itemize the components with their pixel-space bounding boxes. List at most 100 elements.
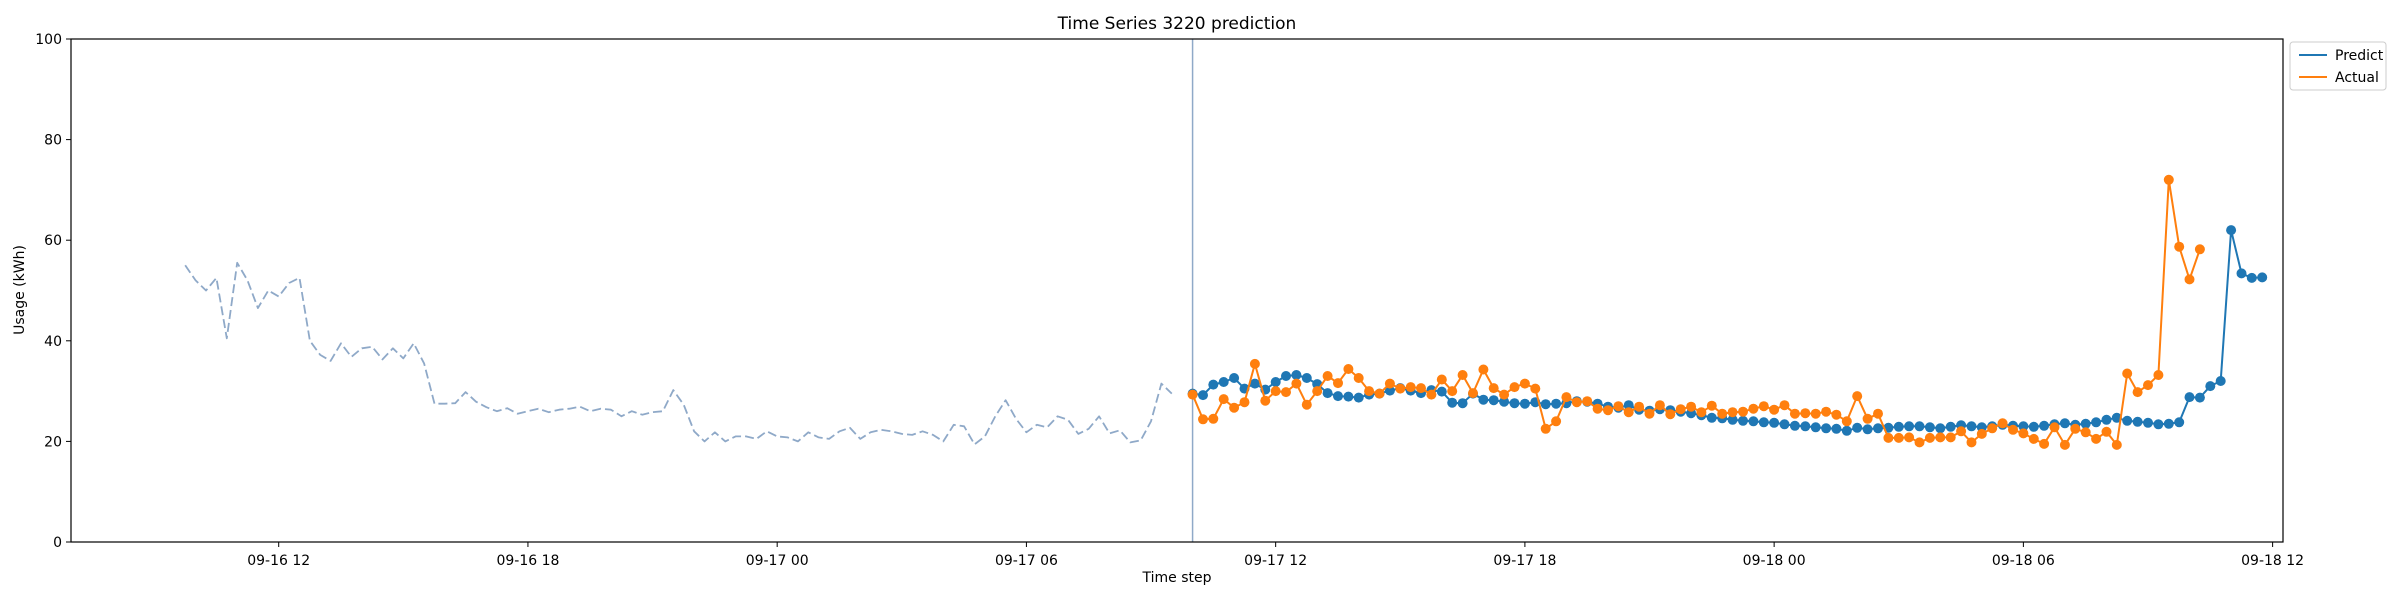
series-point-actual (1852, 391, 1863, 402)
series-point-predict (1789, 420, 1800, 431)
series-point-actual (1738, 406, 1748, 417)
series-point-predict (1208, 379, 1219, 390)
series-point-predict (1935, 423, 1946, 434)
series-point-actual (1914, 437, 1925, 448)
series-point-predict (2080, 418, 2091, 429)
series-point-predict (2153, 419, 2164, 430)
series-point-actual (1706, 400, 1717, 411)
series-line-actual (1191, 178, 2201, 446)
series-point-actual (1353, 373, 1364, 383)
series-point-actual (1831, 409, 1842, 420)
series-point-actual (2039, 438, 2050, 449)
series-point-predict (1229, 373, 1240, 383)
series-point-predict (1343, 391, 1354, 402)
series-point-predict (1623, 400, 1634, 411)
legend: Predict Actual (2289, 41, 2387, 91)
series-point-actual (1654, 400, 1665, 411)
series-point-predict (1748, 416, 1759, 427)
series-point-actual (2049, 422, 2060, 433)
series-point-actual (2101, 426, 2112, 437)
series-point-actual (1270, 386, 1281, 397)
legend-label-predict: Predict (2335, 48, 2384, 64)
series-point-actual (1613, 401, 1624, 412)
series-point-actual (1436, 374, 1447, 385)
series-point-predict (2111, 412, 2122, 423)
y-tick-label: 80 (44, 133, 62, 149)
series-point-predict (1384, 385, 1395, 396)
series-point-actual (1997, 418, 2008, 429)
series-point-actual (1281, 387, 1291, 398)
series-point-actual (2080, 427, 2091, 438)
series-point-actual (2163, 174, 2174, 185)
series-point-predict (2132, 416, 2143, 427)
series-point-actual (1810, 408, 1821, 419)
series-point-actual (1696, 407, 1707, 418)
series-point-actual (1582, 396, 1593, 407)
series-point-predict (1945, 421, 1956, 432)
series-point-predict (1821, 423, 1832, 434)
series-point-actual (1769, 404, 1780, 415)
series-point-actual (1987, 423, 1998, 434)
series-point-actual (1333, 378, 1343, 389)
series-point-predict (1810, 422, 1821, 433)
y-tick-label: 100 (35, 32, 62, 48)
series-point-predict (1852, 422, 1863, 433)
series-point-actual (1935, 432, 1946, 443)
series-point-actual (2174, 241, 2185, 252)
series-point-actual (1468, 388, 1478, 399)
series-point-actual (1312, 386, 1323, 397)
series-point-actual (1789, 408, 1800, 419)
x-axis: 09-16 12 09-16 18 09-17 00 09-17 06 09-17 12… (247, 542, 2304, 569)
series-point-actual (1904, 432, 1915, 443)
series-point-actual (1883, 432, 1894, 443)
series-point-predict (2226, 225, 2237, 236)
series-point-actual (1499, 389, 1510, 400)
series-point-actual (2018, 428, 2029, 439)
series-point-predict (1281, 371, 1291, 381)
series-point-predict (1966, 421, 1977, 432)
x-tick-label: 09-17 06 (995, 553, 1058, 569)
series-point-actual (2111, 439, 2122, 450)
series-point-predict (2246, 272, 2257, 283)
series-point-predict (1353, 392, 1364, 403)
series-point-predict (2101, 414, 2112, 425)
series-point-predict (1198, 390, 1208, 401)
series-line-history (184, 261, 1173, 446)
series-point-predict (2039, 420, 2050, 431)
y-tick-label: 0 (53, 535, 62, 551)
series-point-actual (1800, 408, 1811, 419)
series-point-predict (1333, 391, 1343, 402)
series-point-predict (2163, 418, 2174, 429)
series-point-predict (1779, 419, 1790, 430)
plot-area (184, 39, 2268, 542)
series-point-predict (1499, 396, 1510, 407)
series-point-predict (2184, 392, 2195, 403)
series-point-predict (1509, 398, 1520, 409)
series-point-actual (2184, 274, 2195, 285)
series-point-actual (1343, 364, 1354, 374)
series-point-predict (1706, 412, 1717, 423)
series-point-actual (2194, 244, 2205, 255)
y-axis: 0 20 40 60 80 100 (35, 32, 71, 551)
series-point-actual (1218, 394, 1229, 405)
series-point-actual (1841, 416, 1852, 427)
series-point-actual (1519, 378, 1530, 389)
series-point-predict (1727, 414, 1738, 425)
legend-label-actual: Actual (2335, 70, 2379, 86)
series-point-actual (1239, 397, 1250, 408)
series-point-actual (1291, 378, 1302, 389)
series-point-actual (1571, 397, 1582, 408)
series-point-actual (1395, 383, 1406, 394)
series-point-predict (1447, 397, 1458, 408)
series-point-actual (1945, 432, 1956, 443)
series-point-predict (2143, 417, 2153, 428)
series-point-actual (1634, 401, 1645, 412)
series-point-actual (2153, 370, 2164, 380)
series-point-actual (1540, 423, 1551, 434)
series-point-predict (1841, 425, 1852, 436)
series-point-actual (1686, 401, 1697, 412)
x-tick-label: 09-17 00 (746, 553, 809, 569)
series-point-actual (2143, 380, 2153, 391)
series-point-actual (1561, 392, 1572, 403)
